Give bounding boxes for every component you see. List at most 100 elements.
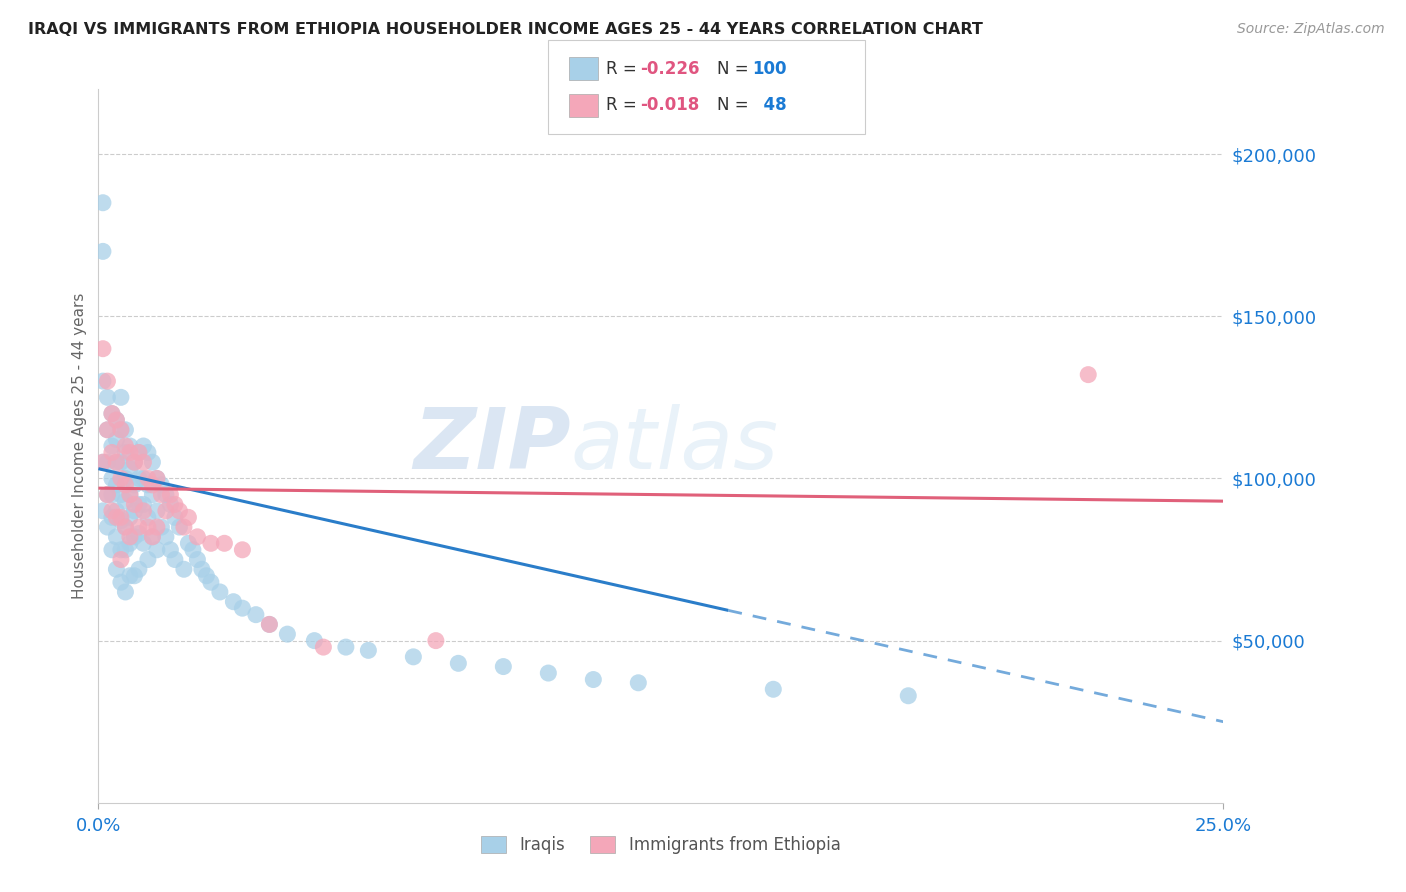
Point (163, 552, 186, 566)
Text: 48: 48 (752, 96, 787, 114)
Point (897, 689, 920, 703)
Point (105, 478, 128, 492)
Point (110, 542, 132, 557)
Point (91, 455, 114, 469)
Point (132, 455, 155, 469)
Point (114, 542, 136, 557)
Point (312, 640, 335, 654)
Point (101, 488, 124, 502)
Point (186, 530, 208, 544)
Point (128, 562, 150, 576)
Point (110, 575, 132, 590)
Point (141, 478, 163, 492)
Point (114, 439, 136, 453)
Text: IRAQI VS IMMIGRANTS FROM ETHIOPIA HOUSEHOLDER INCOME AGES 25 - 44 YEARS CORRELAT: IRAQI VS IMMIGRANTS FROM ETHIOPIA HOUSEH… (28, 22, 983, 37)
Point (114, 423, 136, 437)
Point (136, 520, 159, 534)
Point (105, 455, 128, 469)
Point (200, 575, 222, 590)
Point (447, 657, 470, 671)
Point (118, 488, 141, 502)
Point (96, 455, 118, 469)
Point (146, 471, 169, 485)
Text: ZIP: ZIP (413, 404, 571, 488)
Point (91, 195, 114, 210)
Point (208, 585, 231, 599)
Point (276, 627, 298, 641)
Point (150, 478, 173, 492)
Point (114, 494, 136, 508)
Point (96, 423, 118, 437)
Point (124, 455, 146, 469)
Point (159, 488, 181, 502)
Text: -0.018: -0.018 (640, 96, 699, 114)
Point (128, 526, 150, 541)
Point (173, 562, 195, 576)
Point (105, 504, 128, 518)
Point (1077, 368, 1099, 382)
Point (141, 455, 163, 469)
Point (110, 423, 132, 437)
Point (259, 617, 281, 632)
Point (231, 542, 253, 557)
Point (132, 439, 155, 453)
Text: atlas: atlas (571, 404, 779, 488)
Point (128, 520, 150, 534)
Point (132, 504, 155, 518)
Point (124, 568, 146, 582)
Point (231, 601, 253, 615)
Point (91, 374, 114, 388)
Point (110, 510, 132, 524)
Point (150, 520, 173, 534)
Point (96, 488, 118, 502)
Legend: Iraqis, Immigrants from Ethiopia: Iraqis, Immigrants from Ethiopia (472, 828, 849, 863)
Point (110, 552, 132, 566)
Point (146, 520, 169, 534)
Point (110, 455, 132, 469)
Text: N =: N = (717, 60, 754, 78)
Text: R =: R = (606, 96, 643, 114)
Point (110, 423, 132, 437)
Point (114, 478, 136, 492)
Point (118, 488, 141, 502)
Text: N =: N = (717, 96, 754, 114)
Point (101, 445, 124, 459)
Point (136, 552, 159, 566)
Point (169, 504, 191, 518)
Point (492, 659, 515, 673)
Point (128, 471, 150, 485)
Point (105, 530, 128, 544)
Point (191, 562, 214, 576)
Point (101, 407, 124, 421)
Text: Source: ZipAtlas.com: Source: ZipAtlas.com (1237, 22, 1385, 37)
Point (128, 445, 150, 459)
Point (105, 510, 128, 524)
Point (118, 445, 141, 459)
Point (159, 542, 181, 557)
Point (146, 504, 169, 518)
Point (245, 607, 267, 622)
Point (582, 673, 605, 687)
Point (118, 510, 141, 524)
Point (155, 530, 177, 544)
Point (136, 478, 159, 492)
Point (762, 682, 785, 697)
Point (118, 536, 141, 550)
Point (214, 536, 236, 550)
Point (200, 536, 222, 550)
Point (132, 497, 155, 511)
Point (163, 510, 186, 524)
Point (627, 675, 650, 690)
Text: 100: 100 (752, 60, 787, 78)
Point (173, 520, 195, 534)
Point (132, 471, 155, 485)
Point (136, 510, 159, 524)
Point (105, 413, 128, 427)
Point (91, 504, 114, 518)
Point (141, 530, 163, 544)
Point (91, 342, 114, 356)
Point (146, 542, 169, 557)
Point (110, 471, 132, 485)
Point (124, 504, 146, 518)
Point (96, 488, 118, 502)
